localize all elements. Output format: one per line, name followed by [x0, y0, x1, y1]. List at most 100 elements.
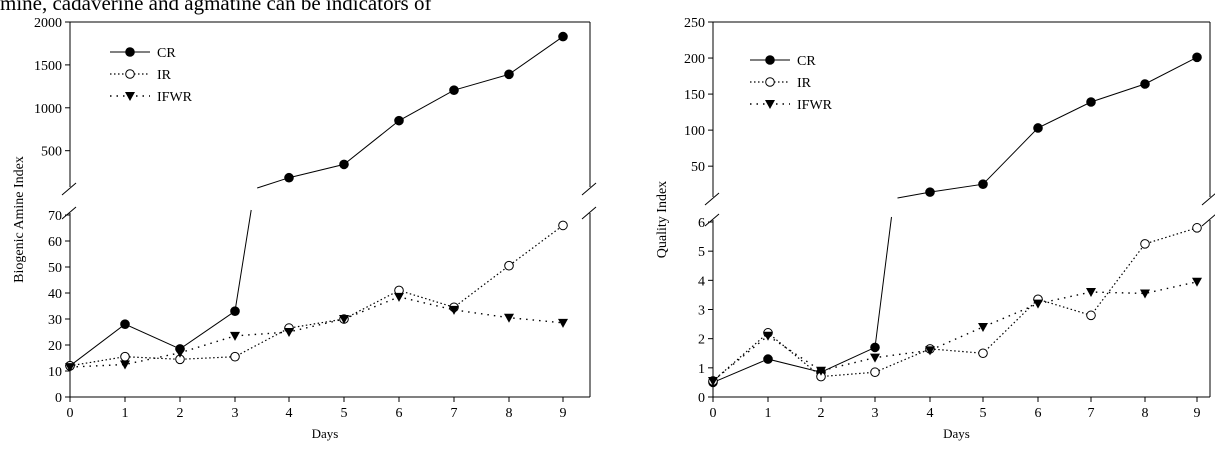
c1-series-ir-line [712, 227, 1198, 382]
c0-axis-break-mark [581, 206, 597, 220]
c0-y-tick-label: 40 [48, 287, 62, 302]
c1-legend-label: CR [797, 54, 816, 69]
c0-x-tick-label: 4 [286, 406, 293, 421]
c0-axis-break-mark [581, 182, 597, 196]
c1-series-cr-point [870, 342, 880, 353]
c1-x-tick-label: 2 [818, 406, 825, 421]
c1-y-tick-label: 3 [698, 304, 705, 319]
c1-series-cr-point [1086, 97, 1096, 107]
c0-series-ir-point [558, 220, 568, 231]
c1-x-tick-label: 1 [765, 406, 772, 421]
c0-y-tick-label: 1000 [34, 102, 62, 117]
c1-legend-label: IR [797, 76, 812, 91]
c1-series-cr-point [1033, 123, 1043, 133]
c1-series-ir-point [1192, 223, 1202, 233]
c1-series-cr-line [712, 56, 1198, 383]
c0-y-tick-label: 1500 [34, 59, 62, 74]
c0-legend-label: IFWR [157, 90, 193, 105]
c0-y-tick-label: 500 [41, 145, 62, 160]
c0-series-cr-point [284, 172, 294, 183]
c1-x-tick-label: 7 [1088, 406, 1095, 421]
c1-x-tick-label: 6 [1035, 406, 1042, 421]
c0-series-ifwr-point [449, 305, 459, 315]
c0-series-ifwr-point [558, 318, 568, 328]
c0-y-axis-label: Biogenic Amine Index [12, 156, 27, 283]
c0-x-tick-label: 3 [232, 406, 239, 421]
c1-series-ifwr-point [1192, 277, 1202, 287]
c0-y-tick-label: 30 [48, 313, 62, 328]
c0-series-cr-line [69, 36, 564, 367]
c1-series-cr-point [1140, 79, 1150, 89]
c0-series-ifwr-point [504, 313, 514, 323]
c0-series-ir-point [230, 351, 240, 362]
c0-series-cr-point [230, 306, 240, 317]
c0-series-ifwr-point [120, 360, 130, 370]
c0-legend-label: IR [157, 68, 172, 83]
c1-y-tick-label: 250 [684, 16, 705, 31]
c0-x-axis-label: Days [312, 426, 339, 441]
c1-axis-break-mark [704, 192, 720, 206]
c1-series-cr-point [1192, 52, 1202, 63]
c1-y-tick-label: 150 [684, 88, 705, 103]
c1-y-tick-label: 6 [698, 216, 705, 231]
c0-x-tick-label: 5 [341, 406, 348, 421]
c1-series-ifwr-point [925, 346, 935, 356]
c0-series-cr-point [339, 159, 349, 170]
c1-axis-break-mark [704, 213, 720, 227]
c0-series-ir-point [120, 351, 130, 362]
c0-y-tick-label: 20 [48, 339, 62, 354]
c0-x-tick-label: 9 [560, 406, 567, 421]
c1-legend-marker [765, 100, 775, 109]
c0-series-ifwr-point [339, 315, 349, 324]
c0-series-ifwr-point [65, 363, 75, 373]
c0-series-ifwr-point [230, 331, 240, 341]
c1-y-tick-label: 0 [698, 391, 705, 406]
c0-y-tick-label: 0 [55, 391, 62, 406]
c0-legend-label: CR [157, 46, 176, 61]
c1-y-tick-label: 1 [698, 362, 705, 377]
c0-series-cr-point [394, 115, 404, 126]
c1-series-ir-point [1140, 239, 1150, 249]
c1-x-tick-label: 0 [710, 406, 717, 421]
c1-series-ifwr-point [1086, 288, 1096, 297]
c1-series-cr-point [925, 187, 935, 197]
c0-series-cr-point [558, 31, 568, 42]
c0-series-ifwr-point [284, 328, 294, 337]
c1-axis-break-mark [1201, 214, 1215, 227]
c1-legend-marker [765, 55, 775, 65]
c1-x-tick-label: 5 [980, 406, 987, 421]
c0-y-tick-label: 2000 [34, 16, 62, 31]
c1-series-ifwr-point [708, 376, 718, 386]
caption-fragment: mine, cadaverine and agmatine can be ind… [0, 0, 432, 15]
c0-x-tick-label: 0 [67, 406, 74, 421]
c1-series-ifwr-line [712, 281, 1198, 382]
c0-series-cr-point [504, 69, 514, 80]
c1-series-ifwr-point [1140, 289, 1150, 299]
c1-x-axis-label: Days [943, 426, 970, 441]
c0-x-tick-label: 6 [396, 406, 403, 421]
c1-x-tick-label: 9 [1194, 406, 1201, 421]
c0-x-tick-label: 7 [451, 406, 458, 421]
c1-series-cr-point [763, 354, 773, 364]
c0-axis-break-mark [61, 182, 77, 196]
c0-y-tick-label: 50 [48, 261, 62, 276]
c0-y-tick-label: 10 [48, 365, 62, 380]
c1-y-tick-label: 5 [698, 245, 705, 260]
c0-series-cr-point [120, 319, 130, 330]
c0-axis-break-mark [61, 206, 77, 220]
c1-y-tick-label: 200 [684, 52, 705, 67]
c0-y-tick-label: 60 [48, 235, 62, 250]
c1-series-ifwr-point [1033, 299, 1043, 309]
c0-x-tick-label: 1 [122, 406, 129, 421]
c1-series-ifwr-point [816, 366, 826, 376]
c0-series-ifwr-point [394, 292, 404, 302]
c1-series-ifwr-point [870, 353, 880, 363]
c1-y-axis-label: Quality Index [655, 181, 670, 258]
c1-series-ifwr-point [978, 323, 988, 332]
c0-series-cr-point [449, 85, 459, 96]
c0-series-ifwr-point [175, 348, 185, 358]
c0-y-tick-label: 70 [48, 209, 62, 224]
c1-series-ir-point [1086, 310, 1096, 321]
c1-y-tick-label: 2 [698, 333, 705, 348]
